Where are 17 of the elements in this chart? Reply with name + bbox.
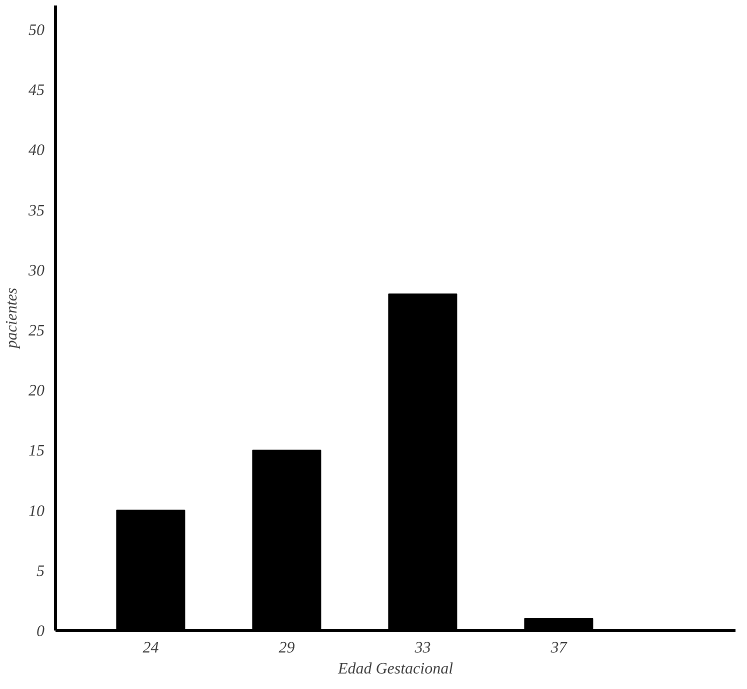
x-tick-label: 24 xyxy=(142,640,159,656)
y-tick-label: 40 xyxy=(28,142,44,160)
y-tick-label: 50 xyxy=(28,22,44,40)
x-tick-label: 33 xyxy=(414,640,431,656)
x-tick-label: 37 xyxy=(550,640,568,656)
y-tick-label: 20 xyxy=(28,382,44,400)
y-tick-label: 25 xyxy=(28,322,44,340)
y-tick-label: 35 xyxy=(28,202,44,220)
y-tick-label: 5 xyxy=(36,562,44,580)
x-axis-title: Edad Gestacional xyxy=(336,660,454,678)
y-tick-label: 15 xyxy=(28,442,44,460)
y-tick-label: 45 xyxy=(28,82,44,100)
y-tick-label: 30 xyxy=(28,262,44,280)
y-tick-label: 0 xyxy=(36,623,44,640)
y-axis-title: pacientes xyxy=(4,288,20,350)
y-tick-label: 10 xyxy=(28,502,44,520)
x-tick-label: 29 xyxy=(278,640,295,656)
